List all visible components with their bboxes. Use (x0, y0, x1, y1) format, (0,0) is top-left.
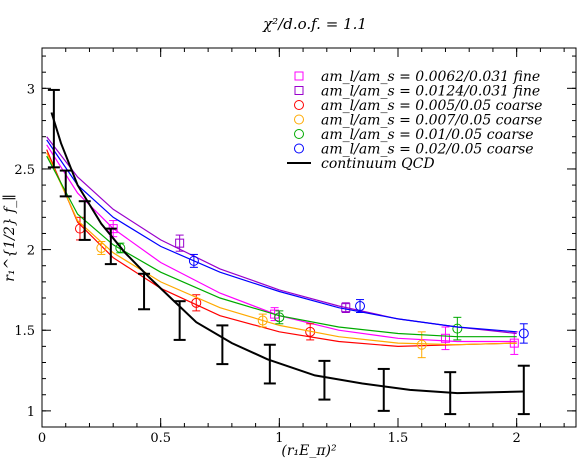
y-axis-ticks: 1 1.5 2 2.5 3 (14, 55, 576, 420)
data-point-circle (518, 328, 529, 339)
data-point-circle (188, 255, 199, 266)
fit-curve (46, 139, 517, 333)
x-axis-ticks: 0 0.5 1 1.5 2 (38, 48, 565, 446)
legend-marker-circle (294, 129, 304, 139)
y-axis-label: r₁^{1/2} f_∥ (2, 194, 18, 281)
legend-marker-square (294, 71, 304, 81)
legend-label: am_l/am_s = 0.01/0.05 coarse (321, 127, 534, 143)
data-point-circle (96, 242, 107, 253)
series-4 (46, 155, 517, 341)
fit-curve (46, 136, 517, 335)
x-tick-label: 0 (38, 431, 46, 446)
legend-marker-circle (294, 143, 304, 154)
y-tick-label: 1 (27, 405, 35, 420)
data-point-square (175, 238, 185, 248)
x-tick-label: 1.5 (388, 431, 409, 446)
legend-marker-square (294, 86, 304, 95)
data-point-circle (257, 315, 268, 326)
chart-title: χ²/d.o.f. = 1.1 (262, 15, 367, 33)
series-5 (46, 139, 529, 344)
fit-curve (46, 144, 517, 343)
legend-label: am_l/am_s = 0.0062/0.031 fine (321, 69, 540, 85)
y-tick-label: 1.5 (14, 324, 35, 339)
fit-curve (46, 155, 517, 338)
legend-label: am_l/am_s = 0.02/0.05 coarse (321, 142, 534, 158)
x-tick-label: 0.5 (150, 431, 171, 446)
legend-marker-circle (294, 100, 304, 110)
x-tick-label: 2 (513, 431, 521, 446)
series-1 (46, 136, 517, 335)
plot-content (46, 88, 530, 416)
series-6 (47, 88, 530, 416)
series-3 (46, 152, 517, 359)
data-point-circle (115, 242, 126, 253)
y-tick-label: 2 (27, 244, 35, 259)
data-point-circle (274, 312, 285, 323)
legend-label: am_l/am_s = 0.005/0.05 coarse (321, 98, 542, 114)
legend-label: am_l/am_s = 0.0124/0.031 fine (321, 84, 540, 100)
plot-frame (41, 47, 577, 428)
x-axis-label: (r₁E_π)² (281, 443, 337, 458)
data-point-circle (416, 339, 427, 350)
y-tick-label: 3 (27, 82, 35, 97)
legend-marker-circle (294, 114, 304, 125)
fit-curve (46, 149, 517, 348)
data-point-square (341, 303, 351, 313)
continuum-curve (50, 112, 524, 395)
fit-curve (46, 152, 517, 346)
y-tick-label: 2.5 (14, 163, 35, 178)
x-tick-label: 1 (275, 431, 283, 446)
legend-label: am_l/am_s = 0.007/0.05 coarse (321, 113, 542, 129)
data-point-square (440, 333, 450, 343)
series-0 (46, 144, 519, 355)
data-point-circle (191, 297, 202, 308)
data-point-circle (452, 323, 463, 334)
data-point-circle (355, 301, 366, 312)
legend-label: continuum QCD (321, 156, 435, 172)
